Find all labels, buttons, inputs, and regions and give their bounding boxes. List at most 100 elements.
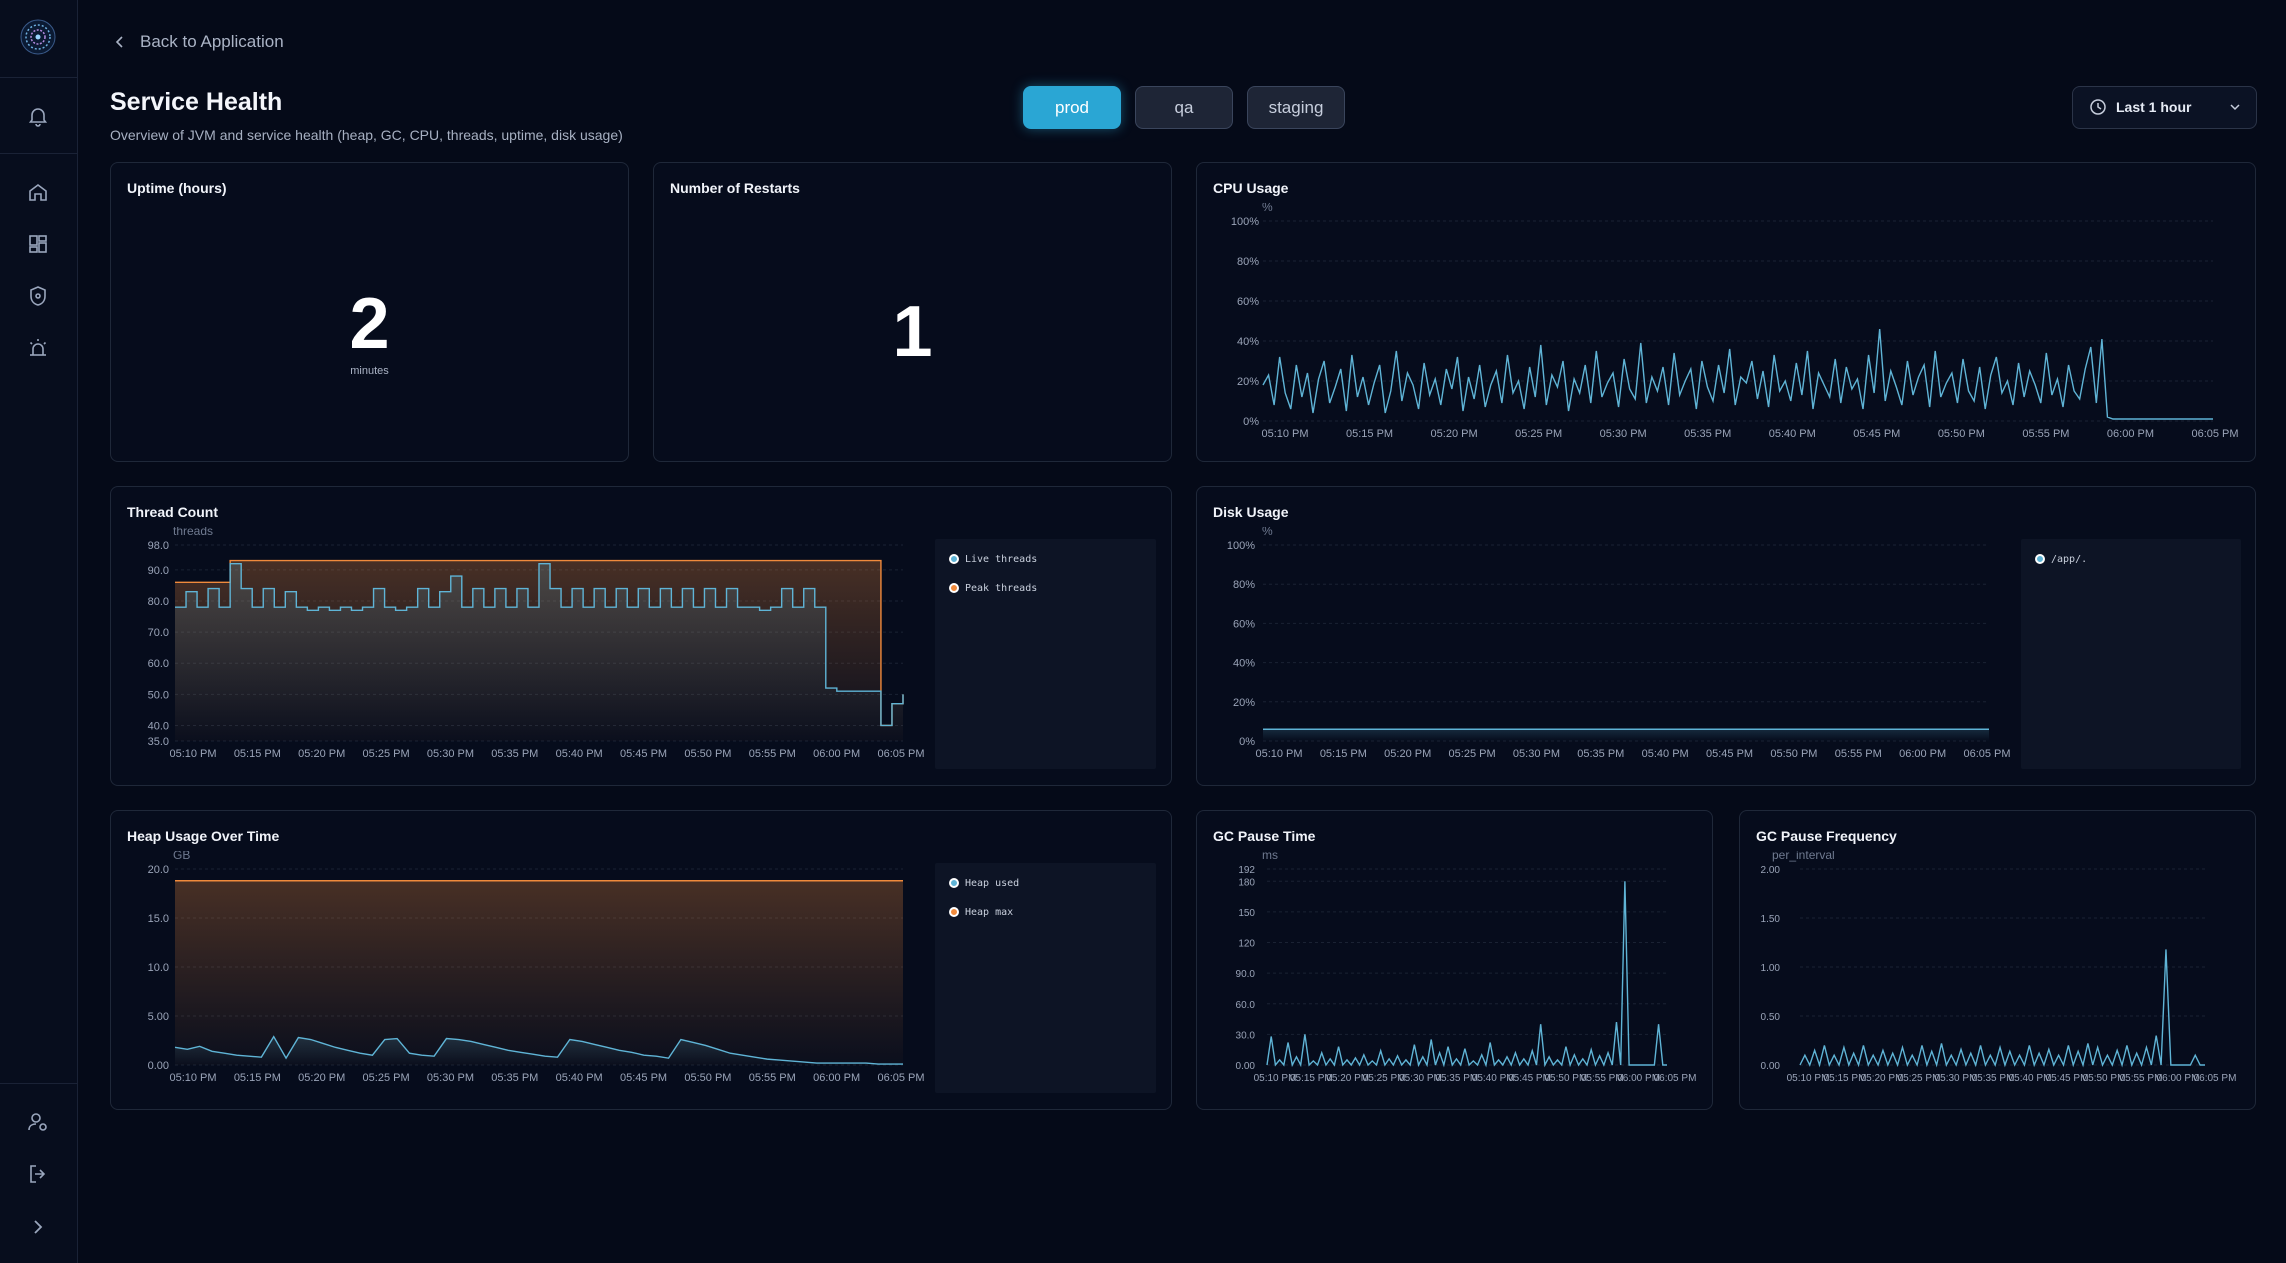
legend-item-heap-used[interactable]: Heap used	[949, 875, 1019, 891]
uptime-card: Uptime (hours) 2 minutes	[110, 162, 629, 462]
thread-count-card: Thread Count threads 35.0 40.0 50.0 60.0 70.0…	[110, 486, 1172, 786]
x-tick-label: 05:45 PM	[620, 1072, 667, 1084]
x-tick-label: 06:05 PM	[877, 1072, 924, 1084]
time-range-select[interactable]: Last 1 hour	[2072, 86, 2257, 129]
app-logo[interactable]	[18, 17, 58, 57]
x-tick-label: 05:10 PM	[1254, 1073, 1297, 1084]
y-tick-label: 30.0	[1236, 1030, 1256, 1041]
series-dot	[2035, 554, 2045, 564]
y-tick-label: 0.00	[1761, 1061, 1781, 1072]
legend-label: Heap max	[965, 906, 1014, 918]
y-tick-label: 60%	[1237, 296, 1259, 308]
x-tick-label: 05:35 PM	[1972, 1073, 2015, 1084]
chevron-right-icon[interactable]	[26, 1215, 50, 1239]
x-tick-label: 05:50 PM	[1545, 1073, 1588, 1084]
uptime-unit: minutes	[350, 365, 389, 377]
x-tick-label: 05:15 PM	[234, 1072, 281, 1084]
y-tick-label: 98.0	[148, 540, 169, 552]
x-tick-label: 06:05 PM	[2191, 428, 2238, 440]
heap-usage-card: Heap Usage Over Time GB 0.00 5.00 10.0 15.0 2…	[110, 810, 1172, 1110]
back-label: Back to Application	[140, 32, 284, 51]
card-title: GC Pause Frequency	[1756, 828, 1897, 844]
gc-pause-time-card: GC Pause Time ms 0.00 30.0 60.0 90.0 120 150 18…	[1196, 810, 1713, 1110]
x-tick-label: 05:35 PM	[491, 1072, 538, 1084]
card-title: Disk Usage	[1213, 504, 1289, 520]
x-tick-label: 05:45 PM	[1706, 748, 1753, 760]
back-link[interactable]: Back to Application	[112, 30, 284, 54]
env-prod-button[interactable]: prod	[1023, 86, 1121, 129]
x-tick-label: 06:00 PM	[2107, 428, 2154, 440]
series-area-heap-used	[175, 1036, 903, 1065]
x-tick-label: 05:40 PM	[1769, 428, 1816, 440]
thread-legend: Live threads Peak threads	[935, 539, 1156, 769]
y-tick-label: 100%	[1227, 540, 1255, 552]
heap-legend: Heap used Heap max	[935, 863, 1156, 1093]
y-tick-label: 80%	[1237, 256, 1259, 268]
bell-icon[interactable]	[26, 104, 50, 128]
thread-count-chart: threads 35.0 40.0 50.0 60.0 70.0 80.0 90.0 98.0 0…	[148, 527, 925, 760]
x-tick-label: 05:15 PM	[1824, 1073, 1867, 1084]
env-staging-button[interactable]: staging	[1247, 86, 1345, 129]
y-tick-label: 80.0	[148, 596, 169, 608]
x-tick-label: 05:10 PM	[1255, 748, 1302, 760]
x-tick-label: 05:40 PM	[1472, 1073, 1515, 1084]
legend-item-app[interactable]: /app/.	[2035, 551, 2087, 567]
page-title: Service Health	[110, 88, 283, 116]
x-tick-label: 05:50 PM	[684, 1072, 731, 1084]
clock-icon	[2090, 99, 2106, 115]
y-tick-label: 0.00	[1236, 1061, 1256, 1072]
x-tick-label: 05:30 PM	[427, 1072, 474, 1084]
home-icon[interactable]	[26, 180, 50, 204]
y-unit-label: ms	[1262, 851, 1278, 862]
legend-item-live-threads[interactable]: Live threads	[949, 551, 1037, 567]
y-unit-label: %	[1262, 527, 1273, 538]
legend-label: Live threads	[965, 553, 1038, 565]
x-tick-label: 05:45 PM	[1508, 1073, 1551, 1084]
legend-label: /app/.	[2051, 553, 2088, 565]
series-dot	[949, 554, 959, 564]
y-tick-label: 90.0	[1236, 969, 1256, 980]
chevron-left-icon	[115, 36, 123, 48]
gc-pause-frequency-card: GC Pause Frequency per_interval 0.00 0.50 1…	[1739, 810, 2256, 1110]
x-tick-label: 05:15 PM	[1346, 428, 1393, 440]
x-tick-label: 06:05 PM	[1963, 748, 2010, 760]
x-tick-label: 05:20 PM	[298, 748, 345, 760]
x-tick-label: 05:40 PM	[556, 748, 603, 760]
x-tick-label: 05:40 PM	[2009, 1073, 2052, 1084]
shield-icon[interactable]	[26, 284, 50, 308]
dashboard-icon[interactable]	[26, 232, 50, 256]
x-tick-label: 05:55 PM	[1835, 748, 1882, 760]
y-tick-label: 2.00	[1761, 865, 1781, 876]
y-tick-label: 15.0	[148, 913, 169, 925]
legend-label: Heap used	[965, 877, 1020, 889]
legend-item-heap-max[interactable]: Heap max	[949, 904, 1013, 920]
x-tick-label: 05:55 PM	[2022, 428, 2069, 440]
y-tick-label: 0.00	[148, 1060, 169, 1072]
chevron-down-icon	[2230, 104, 2240, 111]
y-tick-label: 100%	[1231, 216, 1259, 228]
y-tick-label: 0.50	[1761, 1012, 1781, 1023]
x-tick-label: 05:25 PM	[1515, 428, 1562, 440]
x-tick-label: 05:20 PM	[298, 1072, 345, 1084]
env-qa-button[interactable]: qa	[1135, 86, 1233, 129]
x-tick-label: 05:45 PM	[620, 748, 667, 760]
x-tick-label: 05:35 PM	[1577, 748, 1624, 760]
x-tick-label: 05:30 PM	[1513, 748, 1560, 760]
y-tick-label: 20%	[1237, 376, 1259, 388]
x-tick-label: 05:30 PM	[1935, 1073, 1978, 1084]
user-icon[interactable]	[26, 1110, 50, 1134]
logout-icon[interactable]	[26, 1162, 50, 1186]
series-line-values	[1262, 328, 2213, 420]
legend-item-peak-threads[interactable]: Peak threads	[949, 580, 1037, 596]
series-line-heap-used	[174, 1035, 903, 1065]
x-tick-label: 05:35 PM	[1684, 428, 1731, 440]
alarm-icon[interactable]	[26, 336, 50, 360]
x-tick-label: 05:25 PM	[363, 1072, 410, 1084]
series-area-live-threads	[175, 563, 903, 741]
x-tick-label: 05:30 PM	[1600, 428, 1647, 440]
y-tick-label: 1.00	[1761, 963, 1781, 974]
y-tick-label: 70.0	[148, 627, 169, 639]
y-tick-label: 5.00	[148, 1011, 169, 1023]
y-tick-label: 0%	[1243, 416, 1259, 428]
x-tick-label: 06:00 PM	[2157, 1073, 2200, 1084]
